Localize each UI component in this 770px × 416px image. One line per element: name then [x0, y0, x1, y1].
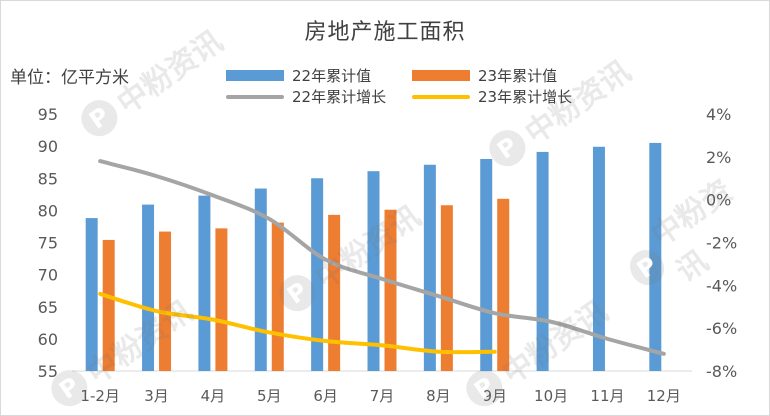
- bar-1: [159, 231, 172, 371]
- x-tick-label: 8月: [426, 387, 451, 405]
- y-left-tick-label: 65: [38, 298, 58, 317]
- line-series-1: [98, 291, 497, 355]
- y-left-tick-label: 75: [38, 234, 58, 253]
- bar-0: [142, 204, 155, 371]
- y-right-tick-label: -4%: [706, 276, 737, 295]
- legend-label-bar-1: 23年累计值: [478, 67, 558, 85]
- legend-swatch-line-1: [412, 94, 470, 99]
- x-tick-label: 3月: [144, 387, 169, 405]
- y-left-tick-label: 55: [38, 362, 58, 381]
- bar-1: [328, 214, 341, 371]
- y-left-tick-label: 60: [38, 330, 58, 349]
- x-tick-label: 12月: [647, 387, 681, 405]
- legend-label-line-1: 23年累计增长: [478, 88, 573, 106]
- legend-swatch-bar-1: [412, 70, 470, 81]
- legend-item-bar-1: 23年累计值: [412, 65, 557, 86]
- chart-title: 房地产施工面积: [304, 20, 466, 45]
- x-tick-label: 9月: [482, 387, 507, 405]
- bar-0: [198, 195, 211, 371]
- bar-0: [480, 158, 493, 371]
- y-left-tick-label: 95: [38, 105, 58, 124]
- bar-0: [592, 146, 605, 371]
- bar-0: [649, 142, 662, 371]
- x-tick-label: 4月: [201, 387, 226, 405]
- bar-0: [254, 188, 267, 371]
- x-tick-label: 6月: [313, 387, 338, 405]
- y-right-tick-label: 2%: [706, 148, 731, 167]
- x-tick-label: 7月: [370, 387, 395, 405]
- bar-1: [102, 239, 115, 371]
- y-right-tick-label: -8%: [706, 362, 737, 381]
- legend-item-line-0: 22年累计增长: [226, 86, 386, 107]
- bar-1: [384, 209, 397, 371]
- y-right-tick-label: 0%: [706, 191, 731, 210]
- legend-item-bar-0: 22年累计值: [226, 65, 371, 86]
- y-left-tick-label: 90: [38, 137, 58, 156]
- y-left-tick-label: 80: [38, 201, 58, 220]
- y-right-tick-label: 4%: [706, 105, 731, 124]
- y-left-tick-label: 85: [38, 169, 58, 188]
- bar-0: [367, 171, 380, 371]
- bar-1: [440, 205, 453, 371]
- x-tick-label: 10月: [534, 387, 568, 405]
- bar-1: [497, 198, 510, 371]
- legend-swatch-line-0: [226, 94, 284, 99]
- line-series-0: [98, 159, 666, 356]
- y-left-tick-label: 70: [38, 266, 58, 285]
- bar-1: [215, 228, 228, 371]
- x-tick-label: 1-2月: [80, 387, 120, 405]
- legend-label-bar-0: 22年累计值: [292, 67, 372, 85]
- y-right-tick-label: -2%: [706, 234, 737, 253]
- legend-item-line-1: 23年累计增长: [412, 86, 572, 107]
- bar-0: [85, 218, 98, 371]
- bar-0: [536, 151, 549, 371]
- legend-label-line-0: 22年累计增长: [292, 88, 387, 106]
- x-tick-label: 5月: [257, 387, 282, 405]
- unit-label: 单位：亿平方米: [10, 68, 129, 88]
- bar-0: [423, 164, 436, 371]
- bar-0: [311, 178, 324, 371]
- legend-swatch-bar-0: [226, 70, 284, 81]
- y-right-tick-label: -6%: [706, 319, 737, 338]
- x-tick-label: 11月: [590, 387, 624, 405]
